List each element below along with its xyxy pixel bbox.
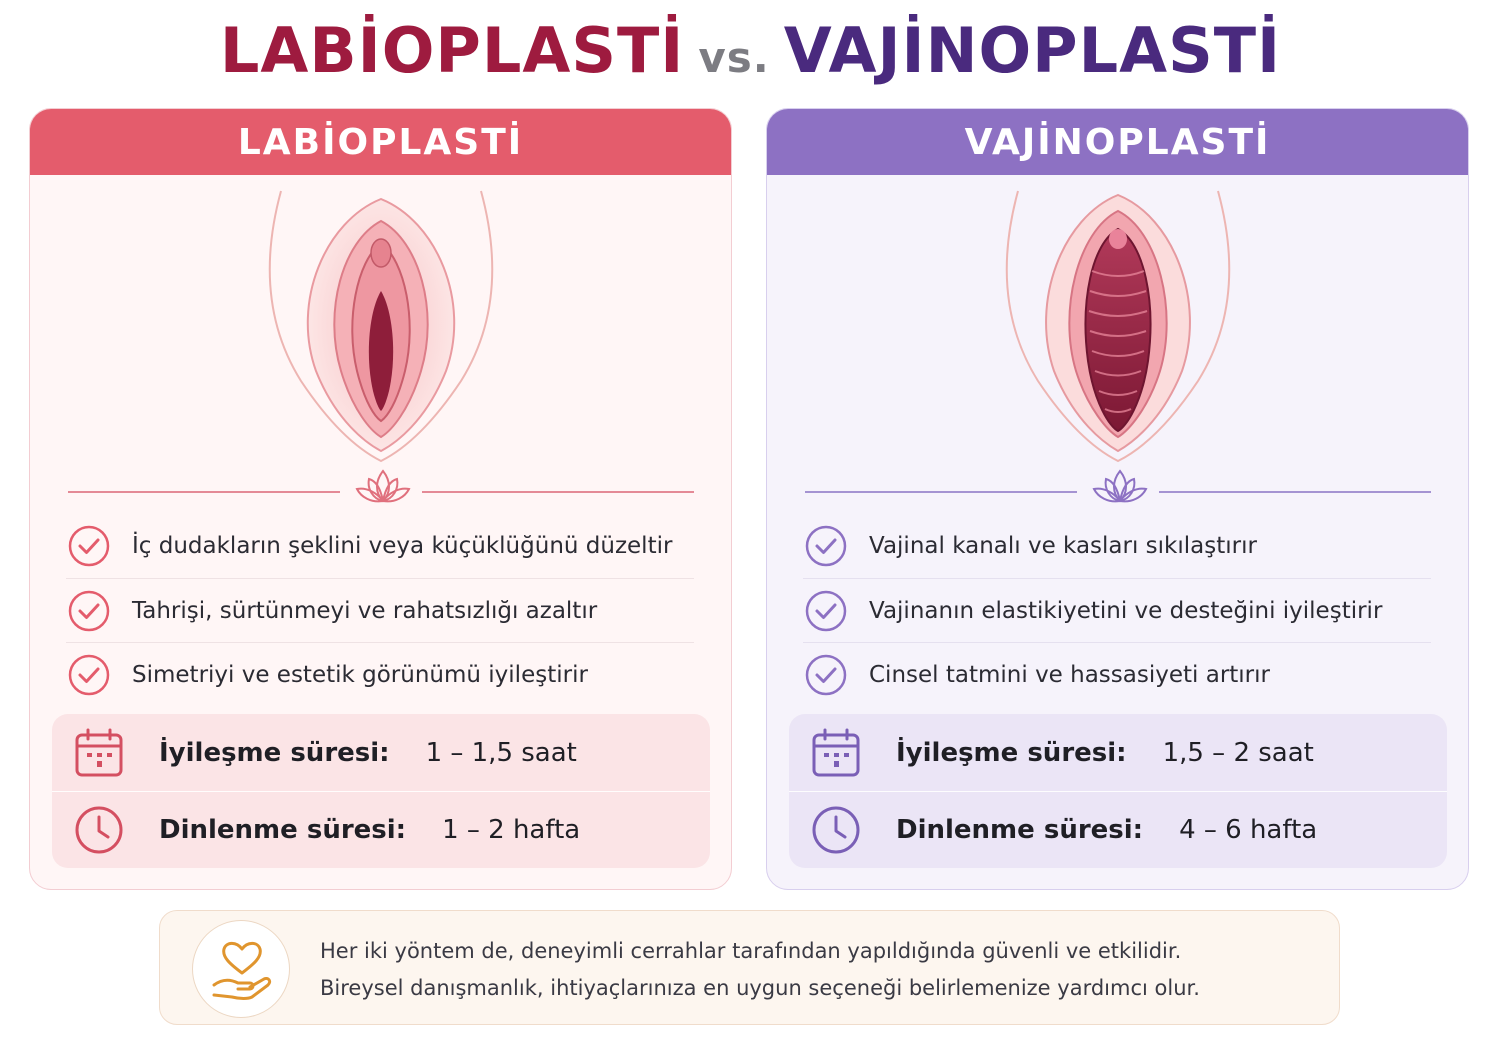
check-icon bbox=[68, 590, 110, 631]
feature-text: Simetriyi ve estetik görünümü iyileştiri… bbox=[132, 661, 588, 688]
vajinoplasti-header: VAJİNOPLASTİ bbox=[767, 109, 1468, 175]
labia-illustration bbox=[30, 181, 731, 481]
surgery-duration-row: İyileşme süresi: 1,5 – 2 saat bbox=[789, 714, 1447, 791]
rest-duration-row: Dinlenme süresi: 1 – 2 hafta bbox=[52, 791, 710, 868]
surgery-duration-row: İyileşme süresi: 1 – 1,5 saat bbox=[52, 714, 710, 791]
note-text: Her iki yöntem de, deneyimli cerrahlar t… bbox=[320, 933, 1200, 1007]
surgery-duration-value: 1 – 1,5 saat bbox=[425, 737, 577, 768]
check-icon bbox=[68, 654, 110, 695]
calendar-icon bbox=[75, 728, 123, 776]
check-icon bbox=[805, 654, 847, 695]
title-vajinoplasti: VAJİNOPLASTİ bbox=[783, 14, 1282, 87]
note-line-1: Her iki yöntem de, deneyimli cerrahlar t… bbox=[320, 939, 1182, 963]
feature-text: Vajinal kanalı ve kasları sıkılaştırır bbox=[869, 533, 1257, 559]
rest-duration-value: 4 – 6 hafta bbox=[1179, 815, 1318, 845]
vajinoplasti-panel: VAJİNOPLASTİ bbox=[766, 108, 1469, 890]
note-line-2: Bireysel danışmanlık, ihtiyaçlarınıza en… bbox=[320, 976, 1200, 1000]
feature-text: Cinsel tatmini ve hassasiyeti artırır bbox=[869, 661, 1270, 688]
lotus-icon bbox=[355, 467, 411, 511]
surgery-duration-label: İyileşme süresi: bbox=[896, 737, 1127, 768]
rest-duration-label: Dinlenme süresi: bbox=[896, 815, 1144, 845]
labioplasti-header: LABİOPLASTİ bbox=[30, 109, 731, 175]
vaginal-canal-illustration bbox=[767, 181, 1468, 481]
feature-item: Cinsel tatmini ve hassasiyeti artırır bbox=[803, 642, 1431, 706]
heart-hand-icon bbox=[192, 920, 290, 1018]
surgery-duration-value: 1,5 – 2 saat bbox=[1162, 737, 1314, 768]
labioplasti-features: İç dudakların şeklini veya küçüklüğünü d… bbox=[66, 514, 694, 706]
feature-text: İç dudakların şeklini veya küçüklüğünü d… bbox=[132, 533, 673, 559]
feature-item: Vajinanın elastikiyetini ve desteğini iy… bbox=[803, 578, 1431, 642]
check-icon bbox=[805, 590, 847, 631]
labioplasti-panel: LABİOPLASTİ bbox=[29, 108, 732, 890]
surgery-duration-label: İyileşme süresi: bbox=[159, 737, 390, 768]
feature-item: Vajinal kanalı ve kasları sıkılaştırır bbox=[803, 514, 1431, 578]
rest-duration-value: 1 – 2 hafta bbox=[442, 815, 581, 845]
feature-text: Tahrişi, sürtünmeyi ve rahatsızlığı azal… bbox=[132, 597, 598, 624]
check-icon bbox=[68, 525, 110, 567]
vajinoplasti-stats: İyileşme süresi: 1,5 – 2 saat Dinlenme s… bbox=[789, 714, 1447, 868]
clock-icon bbox=[75, 806, 123, 854]
lotus-icon bbox=[1092, 467, 1148, 511]
vajinoplasti-features: Vajinal kanalı ve kasları sıkılaştırır V… bbox=[803, 514, 1431, 706]
feature-item: Tahrişi, sürtünmeyi ve rahatsızlığı azal… bbox=[66, 578, 694, 642]
page-title: LABİOPLASTİ vs. VAJİNOPLASTİ bbox=[0, 14, 1501, 94]
feature-item: İç dudakların şeklini veya küçüklüğünü d… bbox=[66, 514, 694, 578]
vajinoplasti-divider bbox=[805, 467, 1431, 507]
rest-duration-label: Dinlenme süresi: bbox=[159, 815, 407, 845]
feature-text: Vajinanın elastikiyetini ve desteğini iy… bbox=[869, 597, 1383, 624]
clock-icon bbox=[812, 806, 860, 854]
rest-duration-row: Dinlenme süresi: 4 – 6 hafta bbox=[789, 791, 1447, 868]
calendar-icon bbox=[812, 728, 860, 776]
labioplasti-divider bbox=[68, 467, 694, 507]
labioplasti-stats: İyileşme süresi: 1 – 1,5 saat Dinlenme s… bbox=[52, 714, 710, 868]
feature-item: Simetriyi ve estetik görünümü iyileştiri… bbox=[66, 642, 694, 706]
title-labioplasti: LABİOPLASTİ bbox=[219, 14, 685, 87]
title-vs: vs. bbox=[698, 33, 770, 82]
check-icon bbox=[805, 525, 847, 567]
info-note: Her iki yöntem de, deneyimli cerrahlar t… bbox=[159, 910, 1340, 1025]
